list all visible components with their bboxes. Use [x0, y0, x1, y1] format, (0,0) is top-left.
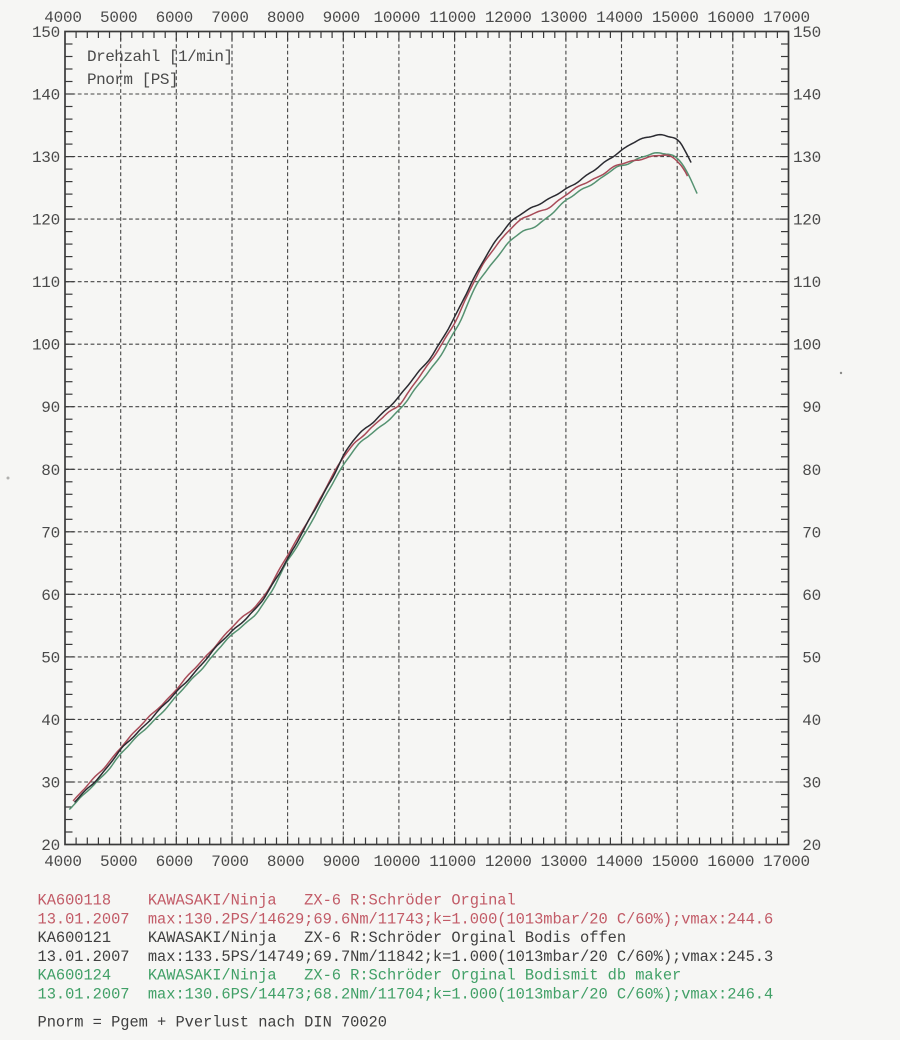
- svg-text:15000: 15000: [652, 853, 699, 871]
- svg-text:60: 60: [41, 587, 60, 605]
- svg-text:30: 30: [41, 775, 60, 793]
- svg-text:20: 20: [802, 837, 821, 855]
- svg-text:Drehzahl [1/min]: Drehzahl [1/min]: [87, 48, 233, 66]
- svg-text:4000: 4000: [44, 9, 81, 27]
- svg-text:8000: 8000: [267, 853, 304, 871]
- svg-text:10000: 10000: [374, 853, 421, 871]
- svg-text:11000: 11000: [429, 9, 476, 27]
- svg-text:KA600124 KAWASAKI/Ninja Z: KA600124 KAWASAKI/Ninja ZX-6 R:Schröder …: [38, 967, 682, 985]
- svg-text:70: 70: [41, 524, 60, 542]
- svg-text:90: 90: [802, 399, 821, 417]
- svg-text:4000: 4000: [44, 853, 81, 871]
- svg-text:30: 30: [802, 775, 821, 793]
- svg-text:130: 130: [793, 149, 821, 167]
- svg-text:150: 150: [32, 24, 60, 42]
- svg-text:130: 130: [32, 149, 60, 167]
- svg-text:5000: 5000: [100, 853, 137, 871]
- svg-text:100: 100: [793, 337, 821, 355]
- svg-text:KA600121 KAWASAKI/Ninja Z: KA600121 KAWASAKI/Ninja ZX-6 R:Schröder …: [38, 929, 627, 947]
- svg-text:150: 150: [793, 24, 821, 42]
- svg-text:13000: 13000: [541, 853, 588, 871]
- svg-text:16000: 16000: [707, 9, 754, 27]
- svg-text:13.01.2007 max:130.6PS/14473;: 13.01.2007 max:130.6PS/14473;68.2Nm/1170…: [38, 986, 774, 1004]
- svg-text:60: 60: [802, 587, 821, 605]
- svg-text:80: 80: [41, 462, 60, 480]
- svg-text:14000: 14000: [596, 9, 643, 27]
- svg-text:20: 20: [41, 837, 60, 855]
- svg-text:50: 50: [802, 649, 821, 667]
- svg-text:100: 100: [32, 337, 60, 355]
- svg-text:140: 140: [32, 87, 60, 105]
- svg-text:13.01.2007 max:133.5PS/14749;: 13.01.2007 max:133.5PS/14749;69.7Nm/1184…: [38, 948, 774, 966]
- svg-text:6000: 6000: [156, 853, 193, 871]
- svg-text:40: 40: [41, 712, 60, 730]
- svg-text:9000: 9000: [323, 9, 360, 27]
- svg-text:5000: 5000: [100, 9, 137, 27]
- svg-text:Pnorm = Pgem + Pverlust nach D: Pnorm = Pgem + Pverlust nach DIN 70020: [38, 1014, 387, 1032]
- svg-text:120: 120: [793, 212, 821, 230]
- svg-text:80: 80: [802, 462, 821, 480]
- svg-text:17000: 17000: [763, 9, 810, 27]
- svg-text:50: 50: [41, 649, 60, 667]
- svg-text:15000: 15000: [652, 9, 699, 27]
- svg-text:Pnorm [PS]: Pnorm [PS]: [87, 71, 178, 89]
- svg-text:110: 110: [793, 274, 821, 292]
- svg-text:7000: 7000: [211, 9, 248, 27]
- svg-text:KA600118 KAWASAKI/Ninja Z: KA600118 KAWASAKI/Ninja ZX-6 R:Schröder …: [38, 892, 516, 910]
- svg-text:13.01.2007 max:130.2PS/14629;: 13.01.2007 max:130.2PS/14629;69.6Nm/1174…: [38, 911, 774, 929]
- svg-text:12000: 12000: [485, 9, 532, 27]
- svg-text:120: 120: [32, 212, 60, 230]
- svg-text:17000: 17000: [763, 853, 810, 871]
- svg-text:14000: 14000: [596, 853, 643, 871]
- svg-text:11000: 11000: [429, 853, 476, 871]
- svg-text:7000: 7000: [211, 853, 248, 871]
- svg-text:90: 90: [41, 399, 60, 417]
- svg-text:10000: 10000: [374, 9, 421, 27]
- svg-text:40: 40: [802, 712, 821, 730]
- svg-text:16000: 16000: [707, 853, 754, 871]
- svg-text:13000: 13000: [541, 9, 588, 27]
- svg-text:110: 110: [32, 274, 60, 292]
- svg-text:9000: 9000: [323, 853, 360, 871]
- svg-text:6000: 6000: [156, 9, 193, 27]
- svg-text:12000: 12000: [485, 853, 532, 871]
- svg-text:140: 140: [793, 87, 821, 105]
- svg-text:8000: 8000: [267, 9, 304, 27]
- svg-text:70: 70: [802, 524, 821, 542]
